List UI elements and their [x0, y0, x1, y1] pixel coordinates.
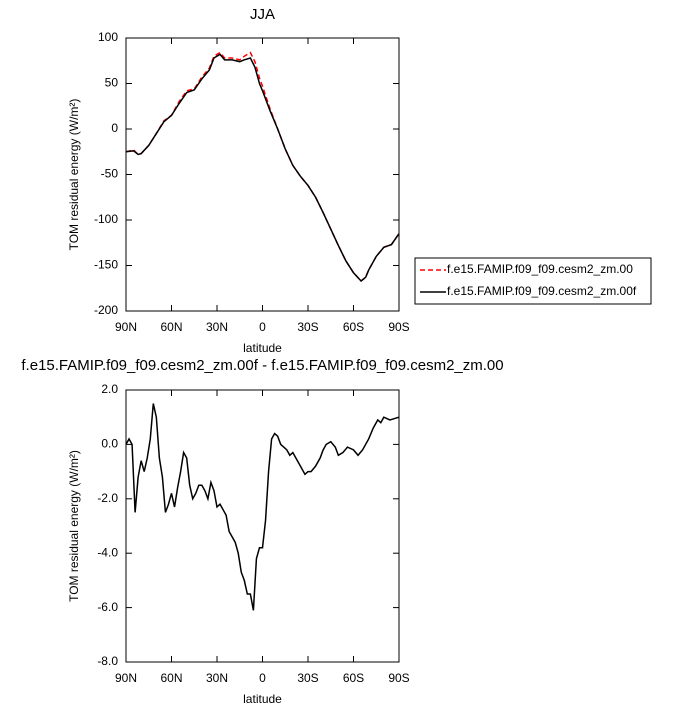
x-tick-label: 90N — [115, 671, 137, 685]
line-series — [125, 403, 400, 611]
legend-label: f.e15.FAMIP.f09_f09.cesm2_zm.00f — [447, 284, 637, 298]
y-tick-label: 0.0 — [101, 437, 118, 451]
y-tick-label: -150 — [94, 258, 118, 272]
x-tick-label: 30N — [206, 320, 228, 334]
legend-box — [414, 257, 652, 305]
y-tick-label: -2.0 — [97, 491, 118, 505]
x-tick-label: 90N — [115, 320, 137, 334]
line-series — [125, 53, 400, 282]
y-axis-label: TOM residual energy (W/m²) — [67, 99, 81, 251]
x-tick-label: 0 — [259, 671, 266, 685]
chart-title: f.e15.FAMIP.f09_f09.cesm2_zm.00f - f.e15… — [21, 357, 503, 374]
x-axis-label: latitude — [243, 341, 282, 355]
y-axis-label: TOM residual energy (W/m²) — [67, 450, 81, 602]
y-tick-label: -100 — [94, 212, 118, 226]
plot-frame — [125, 389, 400, 663]
y-tick-label: 50 — [105, 76, 119, 90]
x-tick-label: 90S — [388, 320, 409, 334]
x-tick-label: 60S — [343, 671, 364, 685]
x-tick-label: 30N — [206, 671, 228, 685]
y-tick-label: 100 — [98, 30, 118, 44]
line-series — [125, 51, 400, 282]
y-tick-label: -200 — [94, 303, 118, 317]
legend-label: f.e15.FAMIP.f09_f09.cesm2_zm.00 — [447, 262, 633, 276]
x-tick-label: 60N — [160, 320, 182, 334]
plot-frame — [125, 37, 400, 312]
x-tick-label: 90S — [388, 671, 409, 685]
y-tick-label: -4.0 — [97, 545, 118, 559]
y-tick-label: 0 — [111, 121, 118, 135]
x-tick-label: 30S — [297, 671, 318, 685]
x-tick-label: 0 — [259, 320, 266, 334]
x-tick-label: 60S — [343, 320, 364, 334]
y-tick-label: -50 — [101, 167, 119, 181]
y-tick-label: -6.0 — [97, 600, 118, 614]
x-axis-label: latitude — [243, 692, 282, 706]
y-tick-label: -8.0 — [97, 654, 118, 668]
y-tick-label: 2.0 — [101, 382, 118, 396]
chart-title: JJA — [250, 6, 275, 23]
x-tick-label: 60N — [160, 671, 182, 685]
x-tick-label: 30S — [297, 320, 318, 334]
